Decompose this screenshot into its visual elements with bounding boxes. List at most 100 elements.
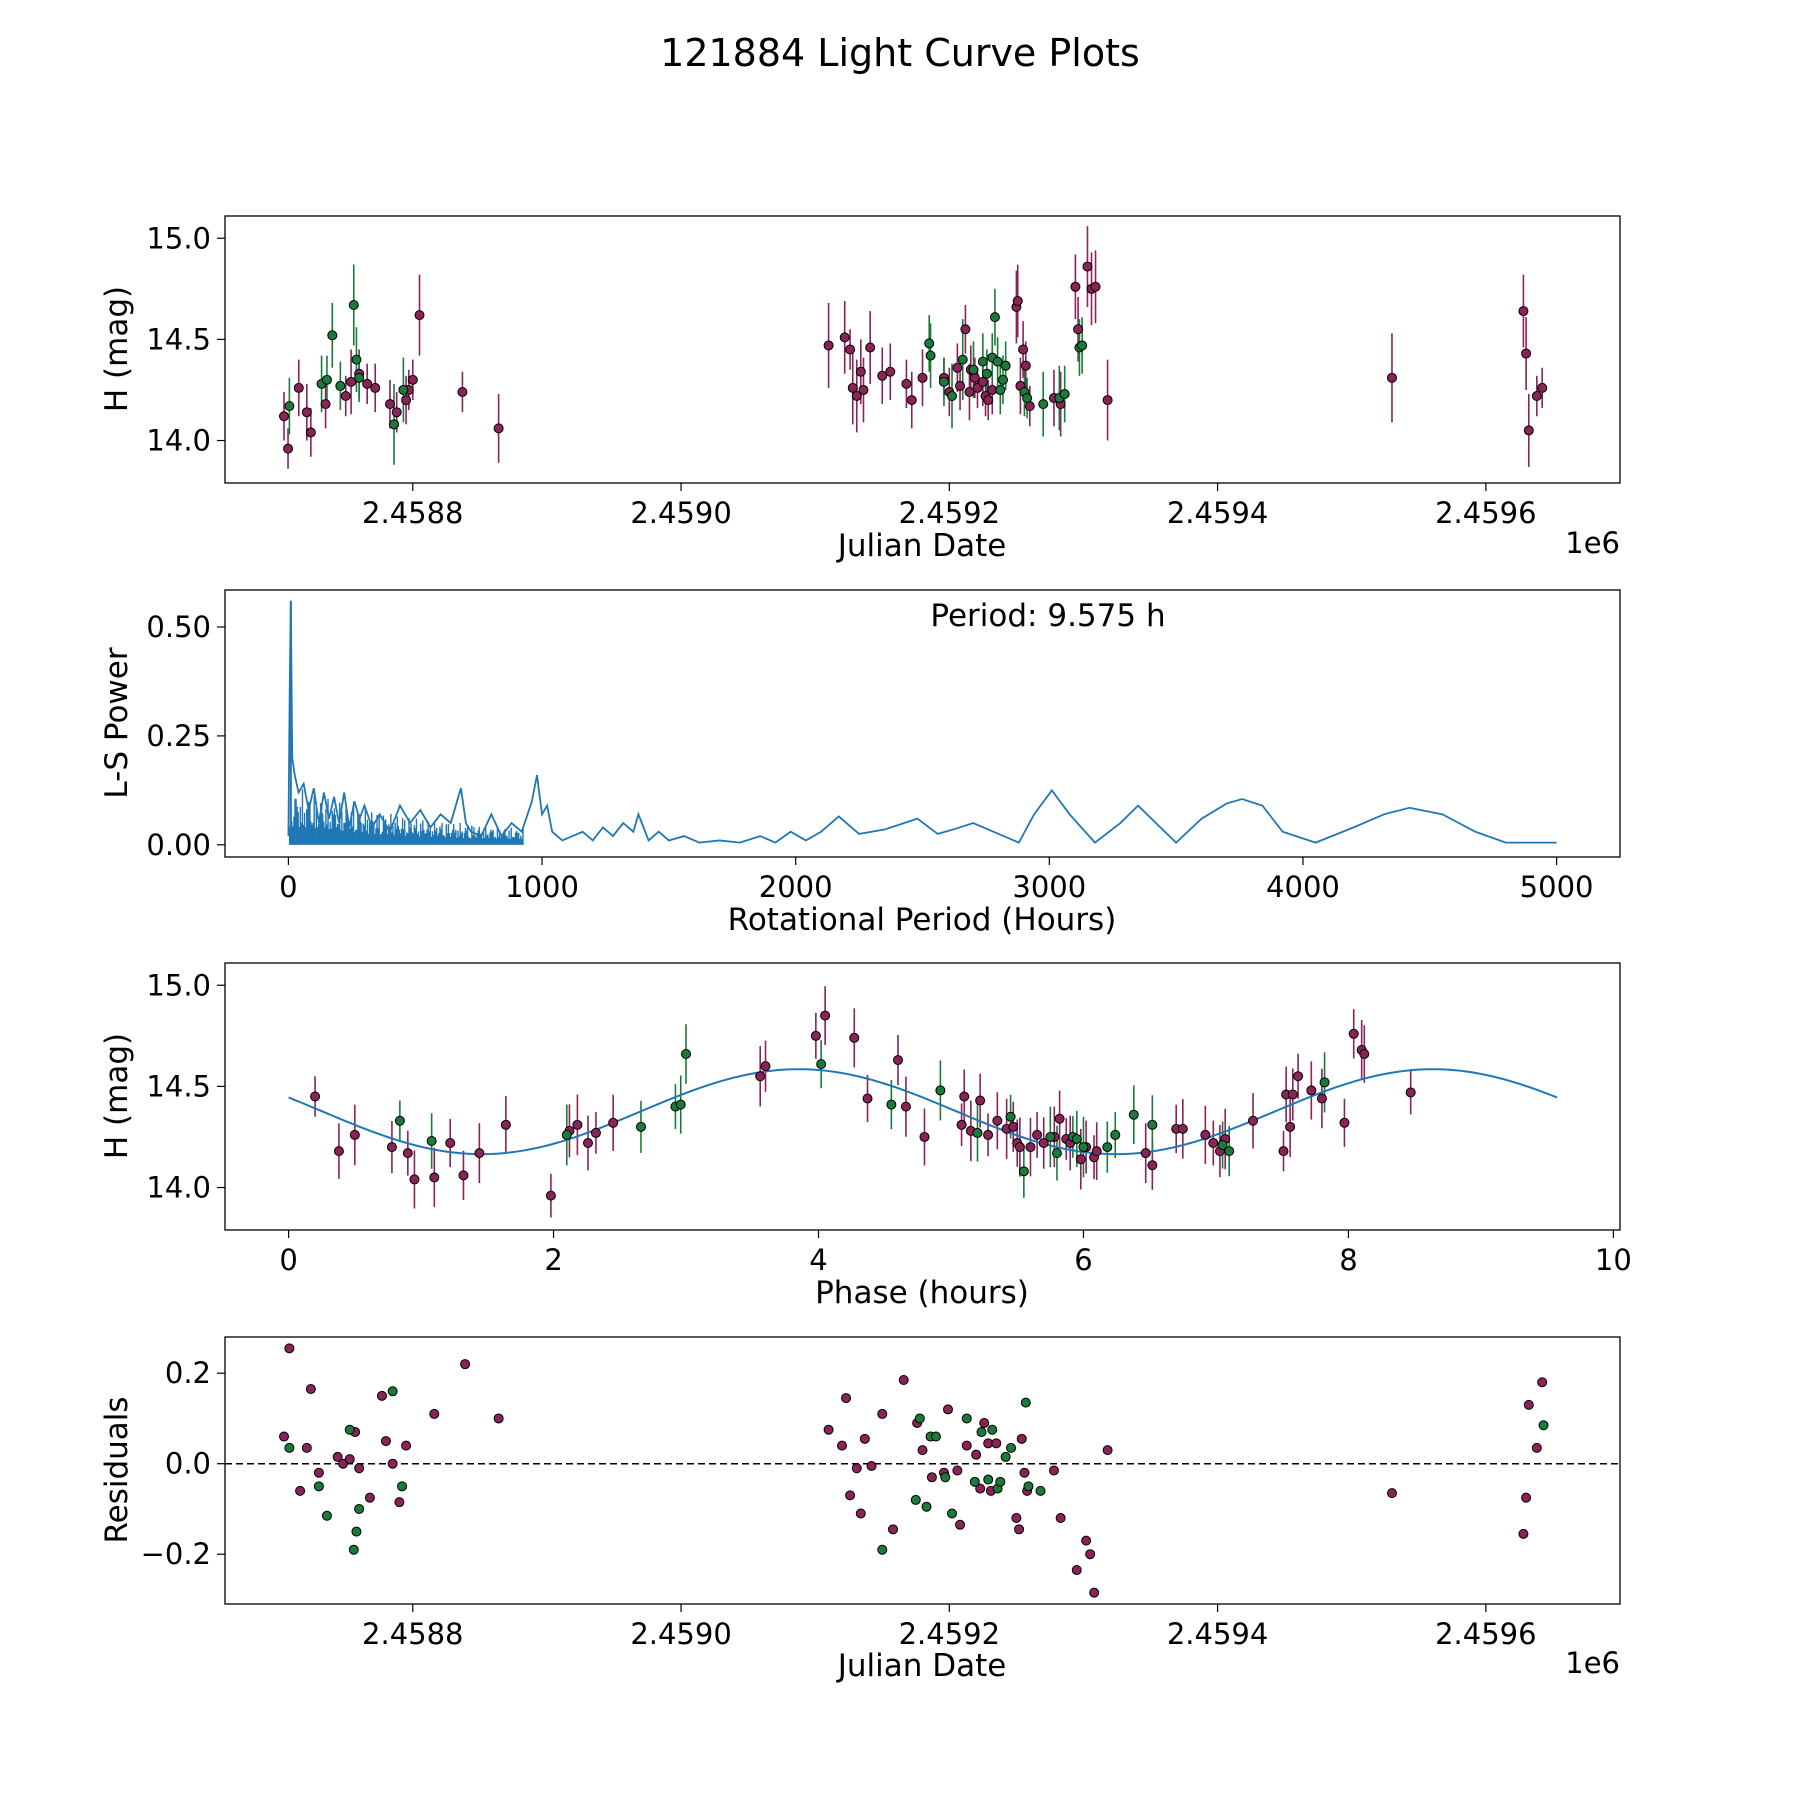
residuals-point-maroon — [1102, 1445, 1113, 1456]
phased-point-green — [935, 1085, 946, 1096]
lightcurve-point-green — [335, 380, 346, 391]
lightcurve-point-maroon — [906, 395, 917, 406]
lightcurve-point-maroon — [391, 407, 402, 418]
x-tick-label: 2.4590 — [630, 496, 731, 530]
phased-point-maroon — [1316, 1093, 1327, 1104]
y-tick-label: 14.0 — [146, 424, 211, 458]
residuals-point-green — [877, 1544, 888, 1555]
phased-point-green — [1102, 1142, 1113, 1153]
residuals-point-green — [344, 1424, 355, 1435]
y-tick-label: 14.0 — [146, 1171, 211, 1205]
phased-y-ticks: 14.0 14.5 15.0 — [146, 968, 225, 1205]
residuals-point-maroon — [1019, 1467, 1030, 1478]
lightcurve-point-green — [957, 354, 968, 365]
phased-y-label: H (mag) — [99, 1033, 135, 1159]
panel-residuals: 2.4588 2.4590 2.4592 2.4594 2.4596 −0.2 0.0 0.… — [99, 1336, 1621, 1684]
lightcurve-point-maroon — [362, 378, 373, 389]
residuals-point-maroon — [1016, 1433, 1027, 1444]
lightcurve-y-label: H (mag) — [99, 286, 135, 412]
lightcurve-point-maroon — [1018, 344, 1029, 355]
residuals-point-maroon — [376, 1390, 387, 1401]
lightcurve-plot-area — [279, 226, 1548, 469]
phased-axes-frame — [224, 962, 1621, 1231]
residuals-point-maroon — [823, 1424, 834, 1435]
phased-point-green — [1005, 1111, 1016, 1122]
residuals-point-green — [351, 1526, 362, 1537]
phased-point-green — [426, 1136, 437, 1146]
residuals-point-maroon — [429, 1408, 440, 1419]
phased-point-maroon — [862, 1093, 873, 1104]
residuals-point-maroon — [851, 1463, 862, 1474]
lightcurve-point-maroon — [1531, 391, 1542, 402]
residuals-point-maroon — [364, 1492, 375, 1503]
lightcurve-point-green — [1022, 393, 1033, 404]
residuals-point-green — [940, 1472, 951, 1483]
lightcurve-point-maroon — [977, 376, 988, 387]
lightcurve-point-maroon — [301, 407, 312, 418]
lightcurve-point-maroon — [305, 427, 316, 438]
lightcurve-point-green — [989, 312, 1000, 323]
phased-point-maroon — [1177, 1123, 1188, 1134]
phased-point-green — [886, 1099, 897, 1110]
residuals-point-green — [987, 1424, 998, 1435]
figure-title: 121884 Light Curve Plots — [660, 31, 1140, 75]
lightcurve-point-maroon — [901, 378, 912, 389]
phased-point-maroon — [500, 1119, 511, 1130]
residuals-point-maroon — [1048, 1465, 1059, 1476]
residuals-point-maroon — [1071, 1565, 1082, 1576]
phased-point-maroon — [755, 1071, 766, 1082]
x-tick-label: 0 — [279, 870, 297, 904]
residuals-point-maroon — [1537, 1377, 1548, 1388]
residuals-point-maroon — [1011, 1513, 1022, 1524]
residuals-point-green — [1538, 1420, 1549, 1431]
lightcurve-point-green — [997, 374, 1008, 385]
phased-point-maroon — [1038, 1138, 1049, 1149]
phased-point-maroon — [1339, 1117, 1350, 1128]
lightcurve-point-green — [925, 350, 936, 361]
phased-point-maroon — [349, 1129, 360, 1140]
y-tick-label: 14.5 — [146, 1069, 211, 1103]
lightcurve-point-maroon — [320, 399, 331, 410]
lightcurve-point-maroon — [851, 391, 862, 402]
lightcurve-point-maroon — [279, 411, 290, 422]
phased-point-green — [394, 1115, 405, 1126]
lightcurve-point-maroon — [885, 366, 896, 377]
lightcurve-point-maroon — [1012, 295, 1023, 306]
phased-point-maroon — [1405, 1087, 1416, 1098]
phased-point-maroon — [1091, 1146, 1102, 1157]
phased-point-green — [1071, 1133, 1082, 1144]
phased-point-maroon — [409, 1174, 420, 1185]
residuals-point-green — [354, 1503, 365, 1514]
x-tick-label: 2.4592 — [899, 496, 1000, 530]
phased-point-green — [1217, 1140, 1228, 1151]
lightcurve-point-green — [1038, 399, 1049, 410]
phased-point-maroon — [445, 1138, 456, 1149]
phased-point-maroon — [1008, 1121, 1019, 1132]
lightcurve-point-green — [327, 330, 338, 341]
lightcurve-point-maroon — [823, 340, 834, 351]
phased-point-maroon — [900, 1101, 911, 1112]
phased-point-maroon — [1032, 1129, 1043, 1140]
residuals-point-maroon — [301, 1442, 312, 1453]
phased-point-green — [1018, 1166, 1029, 1177]
phased-point-green — [972, 1127, 983, 1138]
x-tick-label: 2.4588 — [362, 1617, 463, 1651]
phased-point-maroon — [1285, 1121, 1296, 1132]
residuals-point-maroon — [841, 1393, 852, 1404]
phased-plot-area — [288, 986, 1558, 1218]
phased-point-green — [1078, 1142, 1089, 1153]
phased-point-maroon — [1208, 1138, 1219, 1149]
phased-point-maroon — [1054, 1113, 1065, 1124]
lightcurve-point-maroon — [1082, 261, 1093, 272]
panel-lightcurve: 2.4588 2.4590 2.4592 2.4594 2.4596 14.014.51… — [99, 215, 1621, 564]
lightcurve-point-maroon — [955, 380, 966, 391]
lightcurve-point-maroon — [917, 372, 928, 383]
periodogram-line — [287, 600, 1557, 844]
lightcurve-point-maroon — [847, 382, 858, 393]
phased-point-green — [675, 1099, 686, 1110]
residuals-point-green — [947, 1508, 958, 1519]
residuals-point-maroon — [354, 1463, 365, 1474]
phased-point-maroon — [959, 1091, 970, 1102]
lightcurve-x-ticks: 2.4588 2.4590 2.4592 2.4594 2.4596 — [362, 483, 1537, 530]
phased-point-maroon — [572, 1119, 583, 1130]
